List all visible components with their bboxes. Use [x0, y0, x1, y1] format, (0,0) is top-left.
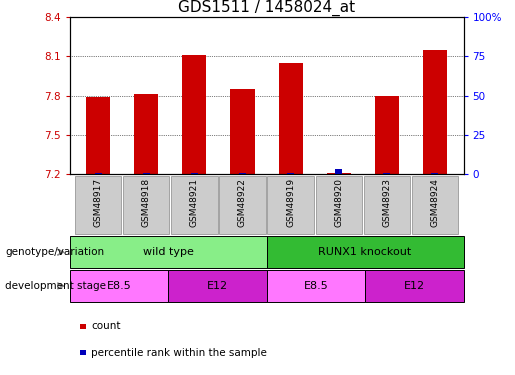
Bar: [191, 173, 198, 174]
Bar: [423, 50, 447, 174]
FancyBboxPatch shape: [219, 176, 266, 234]
FancyBboxPatch shape: [123, 176, 169, 234]
Bar: [231, 89, 254, 174]
Bar: [80, 324, 86, 328]
Bar: [143, 173, 150, 174]
FancyBboxPatch shape: [70, 236, 267, 268]
Bar: [374, 96, 399, 174]
Bar: [335, 169, 342, 174]
FancyBboxPatch shape: [365, 270, 464, 302]
Bar: [431, 173, 438, 174]
Bar: [327, 173, 351, 174]
Bar: [182, 55, 207, 174]
Text: GSM48920: GSM48920: [334, 178, 343, 227]
FancyBboxPatch shape: [267, 270, 365, 302]
Text: E8.5: E8.5: [107, 281, 131, 291]
FancyBboxPatch shape: [168, 270, 267, 302]
Text: percentile rank within the sample: percentile rank within the sample: [91, 348, 267, 357]
Text: GSM48919: GSM48919: [286, 178, 295, 227]
Bar: [287, 173, 294, 174]
Bar: [80, 350, 86, 355]
Bar: [239, 173, 246, 174]
FancyBboxPatch shape: [70, 270, 168, 302]
Text: development stage: development stage: [5, 281, 106, 291]
Text: GSM48923: GSM48923: [382, 178, 391, 227]
Title: GDS1511 / 1458024_at: GDS1511 / 1458024_at: [178, 0, 355, 15]
Bar: [279, 63, 302, 174]
Text: RUNX1 knockout: RUNX1 knockout: [318, 247, 411, 257]
Bar: [95, 173, 102, 174]
Text: GSM48924: GSM48924: [430, 178, 439, 227]
Bar: [134, 94, 159, 174]
FancyBboxPatch shape: [75, 176, 122, 234]
FancyBboxPatch shape: [267, 236, 464, 268]
FancyBboxPatch shape: [171, 176, 217, 234]
FancyBboxPatch shape: [364, 176, 410, 234]
Text: E12: E12: [404, 281, 425, 291]
Text: genotype/variation: genotype/variation: [5, 247, 104, 257]
Bar: [383, 173, 390, 174]
Text: E8.5: E8.5: [303, 281, 328, 291]
Text: wild type: wild type: [143, 247, 194, 257]
FancyBboxPatch shape: [411, 176, 458, 234]
Bar: [87, 97, 110, 174]
Text: GSM48922: GSM48922: [238, 178, 247, 227]
Text: GSM48918: GSM48918: [142, 178, 151, 227]
Text: count: count: [91, 321, 121, 331]
Text: GSM48917: GSM48917: [94, 178, 103, 227]
Text: E12: E12: [207, 281, 228, 291]
FancyBboxPatch shape: [267, 176, 314, 234]
Text: GSM48921: GSM48921: [190, 178, 199, 227]
FancyBboxPatch shape: [316, 176, 362, 234]
